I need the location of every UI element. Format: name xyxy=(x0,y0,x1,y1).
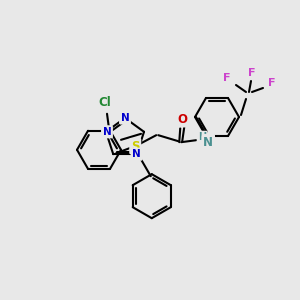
Text: H: H xyxy=(198,132,206,142)
Text: F: F xyxy=(248,68,256,78)
Text: Cl: Cl xyxy=(99,96,111,109)
Text: F: F xyxy=(223,73,231,83)
Text: N: N xyxy=(121,113,129,123)
Text: O: O xyxy=(177,113,187,126)
Text: N: N xyxy=(203,136,213,149)
Text: F: F xyxy=(268,78,276,88)
Text: S: S xyxy=(131,140,140,153)
Text: N: N xyxy=(103,127,111,137)
Text: N: N xyxy=(132,149,141,159)
